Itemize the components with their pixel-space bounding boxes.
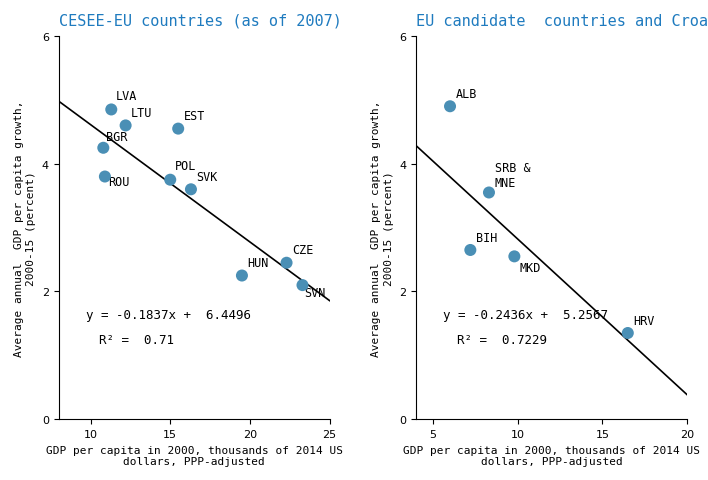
Point	[173, 125, 184, 133]
Text: R² =  0.71: R² = 0.71	[99, 333, 174, 346]
Text: ROU: ROU	[108, 176, 130, 189]
Text: SVN: SVN	[304, 287, 326, 300]
Text: POL: POL	[175, 160, 196, 173]
Point	[281, 259, 292, 267]
Point	[484, 189, 495, 197]
Point	[98, 144, 109, 152]
Text: HRV: HRV	[634, 314, 655, 327]
Text: EST: EST	[184, 110, 205, 123]
Point	[508, 253, 520, 261]
Text: ALB: ALB	[456, 88, 477, 101]
Text: EU candidate  countries and Croatia: EU candidate countries and Croatia	[416, 14, 708, 29]
Text: y = -0.2436x +  5.2567: y = -0.2436x + 5.2567	[443, 309, 608, 322]
Point	[445, 103, 456, 111]
Point	[120, 122, 131, 130]
Point	[297, 282, 308, 289]
Text: BIH: BIH	[476, 231, 498, 244]
Point	[105, 107, 117, 114]
X-axis label: GDP per capita in 2000, thousands of 2014 US
dollars, PPP-adjusted: GDP per capita in 2000, thousands of 201…	[45, 444, 343, 466]
Text: y = -0.1837x +  6.4496: y = -0.1837x + 6.4496	[86, 309, 251, 322]
Text: BGR: BGR	[106, 131, 128, 144]
Text: R² =  0.7229: R² = 0.7229	[457, 333, 547, 346]
Point	[99, 173, 110, 181]
Text: HUN: HUN	[248, 257, 269, 270]
Text: CZE: CZE	[292, 244, 314, 257]
Point	[236, 272, 248, 280]
Point	[164, 177, 176, 184]
Text: CESEE-EU countries (as of 2007): CESEE-EU countries (as of 2007)	[59, 14, 341, 29]
Point	[622, 329, 634, 337]
Y-axis label: Average annual  GDP per capita growth,
2000-15 (percent): Average annual GDP per capita growth, 20…	[372, 100, 394, 356]
Text: SRB &
MNE: SRB & MNE	[495, 162, 530, 190]
Text: SVK: SVK	[197, 170, 218, 183]
Text: LTU: LTU	[130, 107, 152, 120]
Point	[464, 247, 476, 254]
Text: LVA: LVA	[116, 90, 137, 103]
Text: MKD: MKD	[520, 262, 541, 275]
X-axis label: GDP per capita in 2000, thousands of 2014 US
dollars, PPP-adjusted: GDP per capita in 2000, thousands of 201…	[403, 444, 700, 466]
Y-axis label: Average annual  GDP per capita growth,
2000-15 (percent): Average annual GDP per capita growth, 20…	[14, 100, 36, 356]
Point	[185, 186, 197, 194]
